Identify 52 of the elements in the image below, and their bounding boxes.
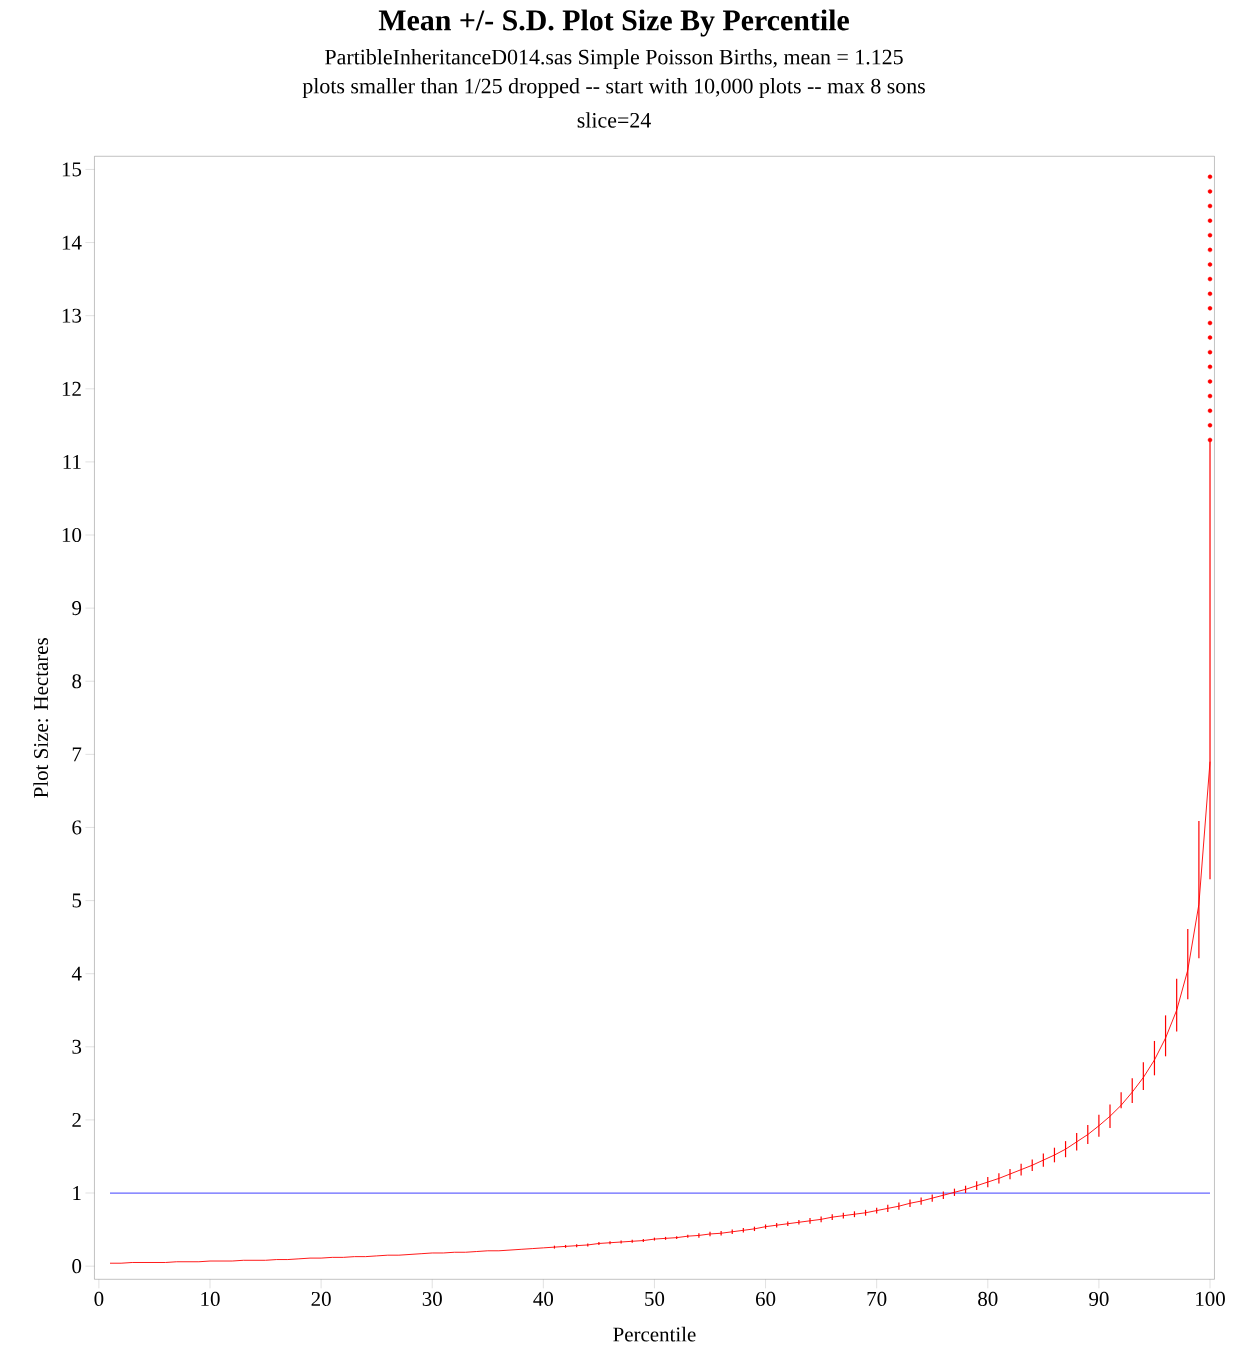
- y-tick-label: 12: [62, 381, 81, 396]
- y-tick-label: 6: [72, 820, 82, 835]
- text: plots smaller than 1/25 dropped -- start with 10,000 plots -- max 8 sons: [302, 78, 925, 98]
- x-tick-label: 100: [1196, 1291, 1225, 1306]
- text: slice=24: [577, 112, 651, 128]
- x-tick-label: 40: [533, 1291, 554, 1306]
- y-tick-label: 15: [62, 162, 82, 177]
- point: [1207, 350, 1213, 355]
- y-tick-label: 2: [72, 1112, 81, 1127]
- y-tick-label: 4: [71, 966, 82, 981]
- y-tick-label: 1: [73, 1186, 81, 1200]
- point: [1207, 276, 1213, 282]
- x-tick-label: 60: [756, 1291, 776, 1306]
- x-tick-label: 90: [1089, 1291, 1109, 1306]
- y-tick-label: 13: [62, 308, 82, 323]
- x-tick-label: 50: [645, 1291, 665, 1306]
- point: [1207, 364, 1213, 370]
- point: [1207, 247, 1213, 253]
- chart-title: Mean +/- S.D. Plot Size By Percentile: [378, 9, 849, 37]
- y-tick-label: 5: [72, 893, 82, 908]
- y-tick-label: 10: [62, 527, 82, 543]
- y-tick-label: 0: [72, 1259, 82, 1274]
- y-tick-label: 3: [72, 1039, 82, 1054]
- x-tick-label: 10: [201, 1291, 220, 1306]
- point: [1207, 262, 1213, 267]
- x-tick-label: 80: [978, 1291, 998, 1306]
- x-tick-label: 30: [422, 1291, 442, 1306]
- y-tick-label: 8: [72, 674, 82, 689]
- point: [1207, 437, 1213, 443]
- x-tick-label: 70: [867, 1291, 887, 1306]
- point: [1207, 189, 1213, 194]
- point: [1207, 174, 1213, 179]
- point: [1207, 233, 1213, 238]
- point: [1207, 335, 1213, 340]
- point: [1207, 408, 1213, 413]
- y-tick-label: 14: [62, 235, 82, 250]
- point: [1207, 203, 1213, 209]
- y-axis-title: Plot Size: Hectares: [33, 638, 49, 798]
- chart-subtitle: PartibleInheritanceD014.sas Simple Poisson Births, mean = 1.125: [325, 49, 903, 69]
- point: [1207, 379, 1213, 384]
- x-tick-label: 20: [311, 1291, 331, 1306]
- y-tick-label: 9: [72, 601, 82, 616]
- point: [1207, 291, 1213, 296]
- point: [1207, 393, 1213, 399]
- y-tick-label: 7: [72, 747, 82, 762]
- point: [1207, 218, 1213, 223]
- x-tick-label: 0: [94, 1291, 104, 1306]
- y-tick-label: 11: [63, 454, 81, 469]
- x-axis-title: Percentile: [613, 1326, 696, 1342]
- point: [1207, 306, 1213, 311]
- point: [1207, 423, 1213, 428]
- point: [1207, 320, 1213, 326]
